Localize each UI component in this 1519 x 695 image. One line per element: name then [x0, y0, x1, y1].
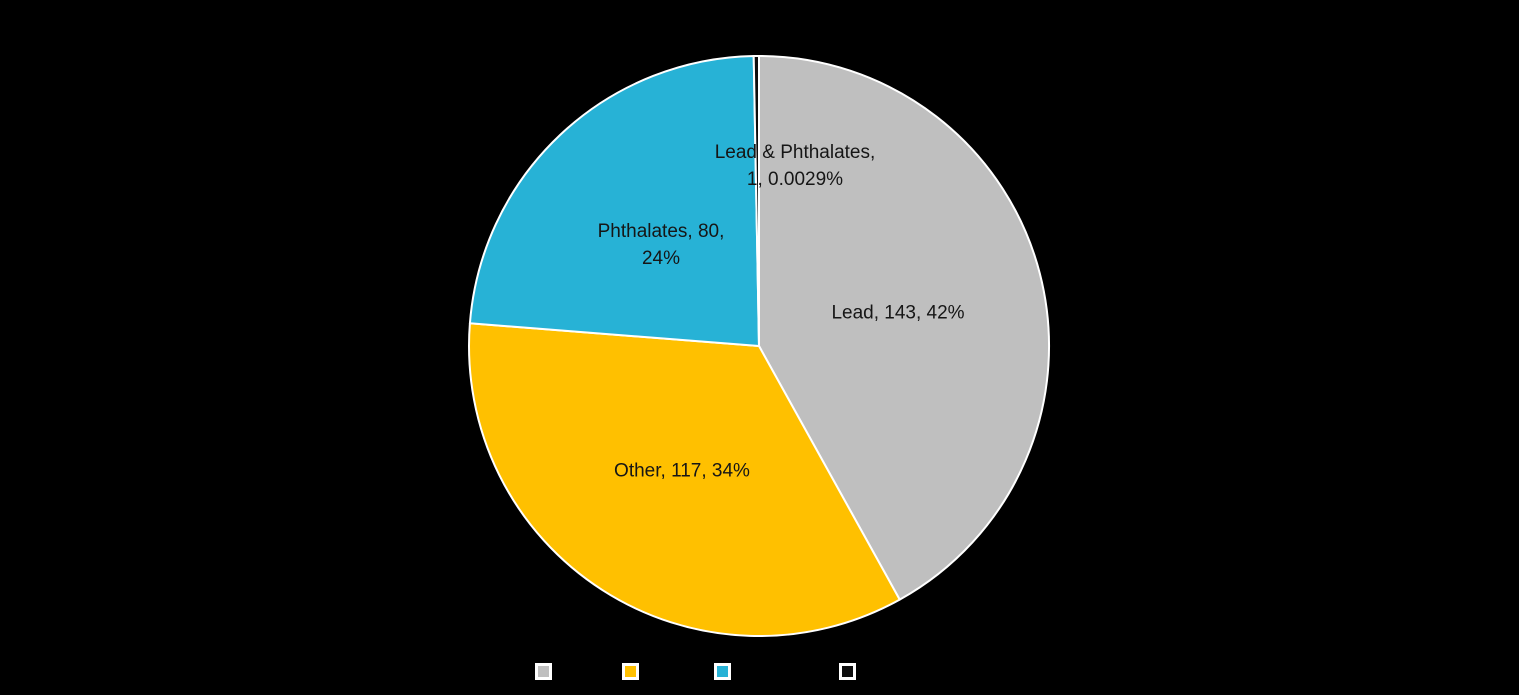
legend-label-lead: Lead	[557, 662, 592, 680]
pie-slice-lead-phthalates	[752, 54, 760, 347]
pie-slice-other	[468, 322, 901, 637]
legend-label-lead-phthalates: Lead & Phthalates	[861, 662, 985, 680]
legend-item-lead-phthalates: Lead & Phthalates	[838, 662, 985, 680]
legend-swatch-lead	[534, 662, 552, 680]
legend-label-phthalates: Phthalates	[736, 662, 808, 680]
legend-swatch-other	[622, 662, 640, 680]
legend-item-lead: Lead	[534, 662, 592, 680]
legend-swatch-lead-phthalates	[838, 662, 856, 680]
legend-item-phthalates: Phthalates	[713, 662, 808, 680]
legend-swatch-phthalates	[713, 662, 731, 680]
pie-slice-phthalates	[468, 55, 760, 347]
pie-slice-lead	[758, 55, 1051, 601]
legend-item-other: Other	[622, 662, 683, 680]
chart-legend: Lead Other Phthalates Lead & Phthalates	[0, 654, 1519, 688]
legend-label-other: Other	[645, 662, 683, 680]
